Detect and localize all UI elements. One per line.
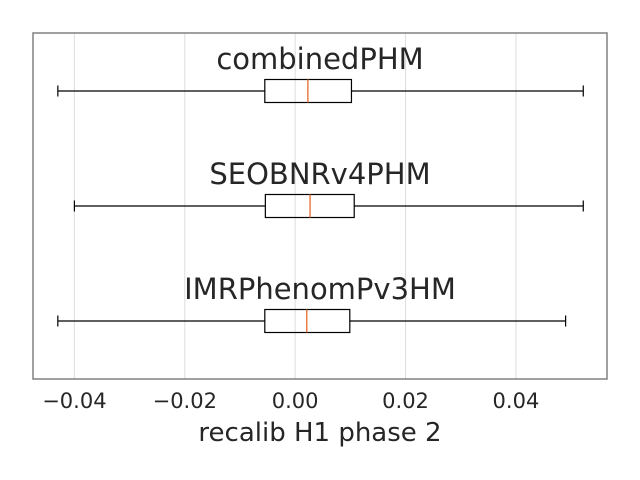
box-series: SEOBNRv4PHM	[73, 157, 584, 219]
box-series: combinedPHM	[57, 42, 584, 104]
series-group: combinedPHM SEOBNRv4PHM IMRPhenomPv3HM	[57, 42, 584, 334]
x-tick-label: −0.02	[153, 389, 217, 413]
series-label: IMRPhenomPv3HM	[184, 272, 456, 306]
x-tick-label: 0.04	[493, 389, 540, 413]
series-label: SEOBNRv4PHM	[209, 157, 430, 191]
x-tick-labels: −0.04 −0.02 0.00 0.02 0.04	[42, 389, 539, 413]
box-series: IMRPhenomPv3HM	[57, 272, 567, 334]
x-tick-label: 0.02	[382, 389, 429, 413]
x-tick-label: 0.00	[272, 389, 319, 413]
plot-frame	[32, 32, 608, 380]
x-axis-label: recalib H1 phase 2	[198, 418, 441, 448]
x-tick-label: −0.04	[42, 389, 106, 413]
series-label: combinedPHM	[216, 42, 423, 76]
